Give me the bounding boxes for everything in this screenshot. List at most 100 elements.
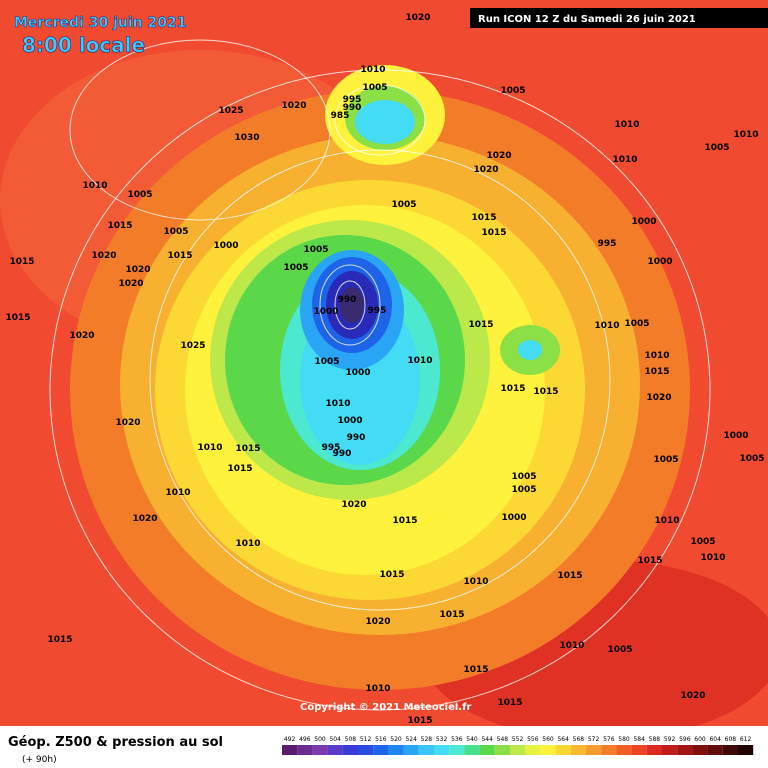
pressure-label: 1015: [471, 213, 496, 223]
pressure-label: 1015: [497, 698, 522, 708]
pressure-label: 1010: [654, 516, 679, 526]
pressure-label: 1005: [303, 245, 328, 255]
legend-label: 556: [527, 736, 539, 743]
pressure-label: 1015: [481, 228, 506, 238]
legend-label: 572: [588, 736, 600, 743]
legend-label: 612: [740, 736, 752, 743]
pressure-label: 1020: [125, 265, 150, 275]
legend-label: 544: [481, 736, 493, 743]
copyright: Copyright © 2021 Meteociel.fr: [300, 702, 471, 713]
legend-swatch: [586, 745, 602, 755]
pressure-label: 1005: [739, 454, 764, 464]
legend-swatch: [555, 745, 571, 755]
legend-label: 524: [405, 736, 417, 743]
pressure-label: 1000: [723, 431, 748, 441]
pressure-label: 1005: [391, 200, 416, 210]
pressure-label: 1015: [167, 251, 192, 261]
pressure-label: 1010: [612, 155, 637, 165]
legend-label: 508: [345, 736, 357, 743]
legend-swatch: [692, 745, 708, 755]
pressure-label: 1010: [463, 577, 488, 587]
pressure-label: 1000: [647, 257, 672, 267]
pressure-label: 1010: [733, 130, 758, 140]
pressure-label: 1015: [379, 570, 404, 580]
legend-swatch: [297, 745, 313, 755]
field-region: [340, 287, 364, 323]
legend-label: 496: [299, 736, 311, 743]
pressure-label: 1010: [165, 488, 190, 498]
legend-label: 600: [694, 736, 706, 743]
pressure-label: 1020: [646, 393, 671, 403]
pressure-label: 1005: [704, 143, 729, 153]
pressure-label: 995: [368, 306, 387, 316]
pressure-label: 985: [331, 111, 350, 121]
legend-label: 592: [664, 736, 676, 743]
pressure-label: 1005: [511, 485, 536, 495]
legend-swatch: [403, 745, 419, 755]
pressure-label: 995: [343, 95, 362, 105]
legend-label: 576: [603, 736, 615, 743]
pressure-label: 1015: [407, 716, 432, 726]
pressure-label: 1015: [533, 387, 558, 397]
pressure-label: 1015: [557, 571, 582, 581]
legend-label: 504: [329, 736, 341, 743]
isobar: [319, 264, 381, 346]
legend-label: 584: [633, 736, 645, 743]
legend-swatch: [494, 745, 510, 755]
pressure-label: 990: [347, 433, 366, 443]
pressure-label: 1005: [163, 227, 188, 237]
pressure-label: 1010: [407, 356, 432, 366]
footer-lead: (+ 90h): [22, 755, 57, 765]
pressure-label: 1015: [5, 313, 30, 323]
pressure-label: 1005: [362, 83, 387, 93]
pressure-label: 1005: [690, 537, 715, 547]
pressure-label: 990: [338, 295, 357, 305]
pressure-label: 995: [598, 239, 617, 249]
legend-swatch: [418, 745, 434, 755]
legend-swatch: [525, 745, 541, 755]
legend-label: 580: [618, 736, 630, 743]
legend-swatch: [388, 745, 404, 755]
pressure-label: 1020: [115, 418, 140, 428]
footer-title: Géop. Z500 & pression au sol: [8, 735, 223, 750]
legend-swatch: [434, 745, 450, 755]
pressure-label: 1010: [197, 443, 222, 453]
isobar: [334, 280, 366, 330]
legend-swatch: [677, 745, 693, 755]
isobar: [334, 84, 426, 156]
pressure-label: 1010: [365, 684, 390, 694]
legend-swatch: [479, 745, 495, 755]
pressure-label: 1010: [360, 65, 385, 75]
pressure-label: 1000: [337, 416, 362, 426]
legend-label: 596: [679, 736, 691, 743]
pressure-label: 1005: [127, 190, 152, 200]
legend-swatch: [510, 745, 526, 755]
pressure-label: 1020: [365, 617, 390, 627]
pressure-label: 1020: [341, 500, 366, 510]
legend-swatch: [722, 745, 738, 755]
pressure-label: 990: [333, 449, 352, 459]
pressure-label: 1015: [9, 257, 34, 267]
legend-label: 500: [314, 736, 326, 743]
pressure-label: 1020: [281, 101, 306, 111]
pressure-label: 1020: [473, 165, 498, 175]
legend-swatch: [616, 745, 632, 755]
legend-swatch: [540, 745, 556, 755]
pressure-label: 1000: [213, 241, 238, 251]
legend-label: 520: [390, 736, 402, 743]
pressure-label: 1015: [463, 665, 488, 675]
legend-label: 532: [436, 736, 448, 743]
pressure-label: 1005: [624, 319, 649, 329]
pressure-label: 1030: [234, 133, 259, 143]
legend-label: 540: [466, 736, 478, 743]
pressure-label: 1000: [631, 217, 656, 227]
legend-label: 588: [649, 736, 661, 743]
pressure-label: 1010: [235, 539, 260, 549]
pressure-label: 1020: [132, 514, 157, 524]
pressure-label: 1020: [118, 279, 143, 289]
field-region: [355, 100, 415, 144]
run-info: Run ICON 12 Z du Samedi 26 juin 2021: [478, 14, 696, 25]
pressure-label: 1015: [637, 556, 662, 566]
pressure-label: 1015: [235, 444, 260, 454]
pressure-label: 1015: [227, 464, 252, 474]
